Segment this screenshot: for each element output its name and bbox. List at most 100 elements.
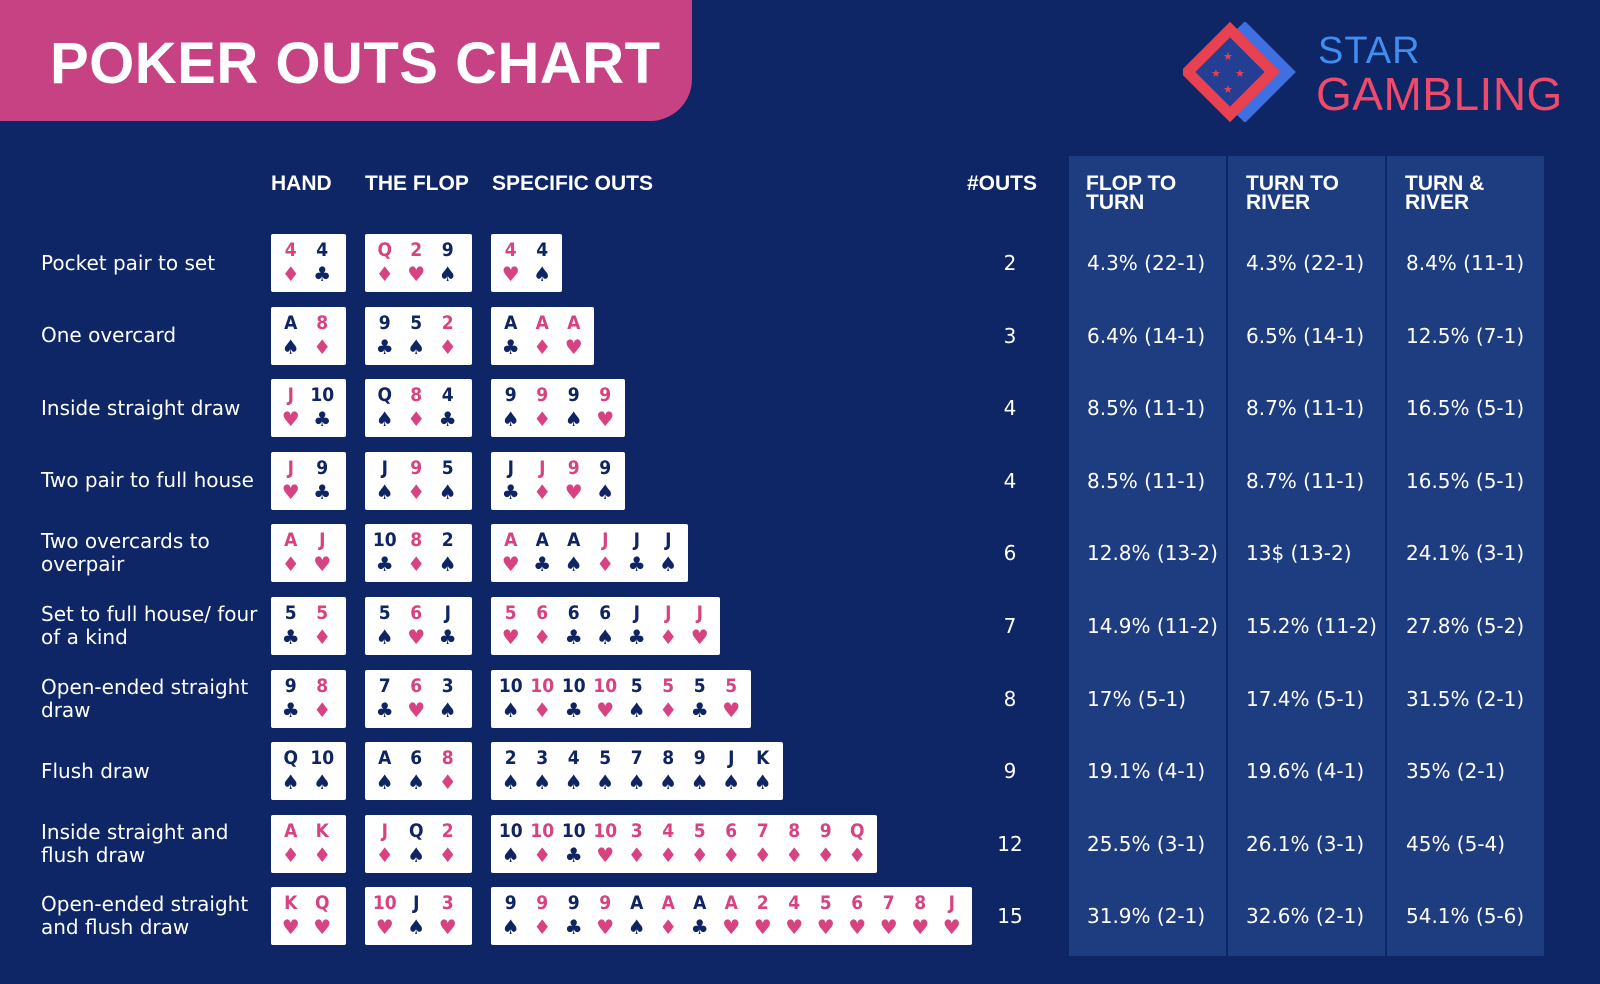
flop-to-turn-odds: 17% (5-1): [1087, 686, 1187, 711]
heart-icon: ♥: [281, 479, 300, 504]
turn-and-river-odds: 24.1% (3-1): [1406, 541, 1525, 566]
playing-card: 5 ♦: [684, 815, 716, 873]
playing-card: J ♠: [653, 524, 685, 582]
card-rank: 5: [662, 674, 675, 697]
playing-card: 6 ♦: [527, 597, 559, 655]
logo-text-gambling: GAMBLING: [1316, 68, 1563, 120]
playing-card: A ♣: [495, 307, 527, 365]
diamond-icon: ♦: [533, 697, 552, 722]
heart-icon: ♥: [596, 407, 615, 432]
spade-icon: ♠: [722, 770, 741, 795]
card-rank: 4: [536, 239, 549, 261]
spade-icon: ♠: [501, 407, 520, 432]
heart-icon: ♥: [816, 915, 835, 940]
card-rank: 10: [310, 747, 335, 770]
outs-cards: 10 ♠ 10 ♦ 10 ♣ 10 ♥ 5 ♠ 5 ♦ 5 ♣ 5 ♥: [491, 669, 751, 728]
card-rank: 4: [316, 239, 329, 261]
outs-count: 4: [1003, 468, 1017, 493]
hand-type-label: Flush draw: [41, 758, 150, 783]
spade-icon: ♠: [753, 770, 772, 795]
hand-cards: 5 ♣ 5 ♦: [271, 597, 346, 655]
table-row: Open-ended straight draw 9 ♣ 8 ♦ 7 ♣ 6 ♥ 3 ♠ 10 ♠ 10 ♦…: [0, 669, 1600, 729]
diamond-icon: ♦: [407, 479, 426, 504]
spade-icon: ♠: [596, 625, 615, 649]
card-rank: 6: [536, 602, 549, 624]
heart-icon: ♥: [911, 915, 930, 940]
card-rank: 9: [819, 819, 832, 842]
playing-card: J ♣: [621, 597, 653, 655]
hand-type-label: Set to full house/ four of a kind: [41, 602, 258, 649]
hand-cards: J ♥ 10 ♣: [271, 379, 346, 438]
card-rank: K: [315, 819, 329, 842]
card-rank: J: [696, 602, 703, 624]
card-rank: 9: [284, 674, 297, 697]
playing-card: 6 ♥: [842, 887, 874, 945]
heart-icon: ♥: [564, 334, 583, 359]
playing-card: 8 ♦: [307, 307, 339, 365]
card-rank: 5: [599, 747, 612, 770]
card-rank: 8: [662, 747, 675, 770]
turn-and-river-odds: 16.5% (5-1): [1406, 468, 1525, 493]
playing-card: A ♦: [275, 815, 307, 873]
card-rank: J: [665, 529, 672, 552]
card-rank: 10: [561, 674, 586, 697]
hand-cards: Q ♠ 10 ♠: [271, 742, 346, 801]
club-icon: ♣: [564, 625, 583, 649]
playing-card: 5 ♣: [684, 670, 716, 728]
spade-icon: ♠: [407, 770, 426, 795]
card-rank: J: [287, 384, 294, 407]
playing-card: 9 ♣: [275, 670, 307, 728]
hand-cards: 4 ♦ 4 ♣: [271, 234, 346, 292]
card-rank: 6: [725, 819, 738, 842]
flop-to-turn-odds: 14.9% (11-2): [1087, 614, 1218, 638]
heart-icon: ♥: [848, 915, 867, 940]
heart-icon: ♥: [501, 552, 520, 577]
outs-count: 7: [1003, 614, 1017, 638]
card-rank: 7: [630, 747, 643, 770]
card-rank: 9: [567, 456, 580, 479]
spade-icon: ♠: [659, 552, 678, 577]
playing-card: 2 ♠: [495, 742, 527, 800]
table-row: Inside straight draw J ♥ 10 ♣ Q ♠ 8 ♦ 4 ♣ 9 ♠ 9 ♦ 9 ♠ 9 ♥ 4…: [0, 378, 1600, 438]
diamond-icon: ♦: [659, 625, 678, 649]
club-icon: ♣: [438, 407, 457, 432]
column-shade-turn-to-river: [1228, 156, 1385, 956]
playing-card: 8 ♥: [905, 887, 937, 945]
table-row: Two overcards to overpair A ♦ J ♥ 10 ♣ 8 ♦ 2 ♠ A ♥ A ♣…: [0, 523, 1600, 583]
club-icon: ♣: [690, 697, 709, 722]
card-rank: Q: [849, 819, 865, 842]
table-row: Pocket pair to set 4 ♦ 4 ♣ Q ♦ 2 ♥ 9 ♠ 4 ♥ 4 ♠ 2 4.3% (2…: [0, 233, 1600, 293]
card-rank: 9: [504, 892, 517, 915]
playing-card: 9 ♦: [810, 815, 842, 873]
card-rank: 8: [410, 529, 423, 552]
playing-card: 8 ♦: [307, 670, 339, 728]
playing-card: 10 ♥: [590, 670, 622, 728]
playing-card: 10 ♣: [558, 670, 590, 728]
spade-icon: ♠: [438, 697, 457, 722]
playing-card: 9 ♥: [590, 887, 622, 945]
heart-icon: ♥: [501, 262, 520, 286]
playing-card: 8 ♦: [401, 524, 433, 582]
playing-card: K ♦: [307, 815, 339, 873]
playing-card: 6 ♥: [401, 670, 433, 728]
turn-to-river-odds: 13$ (13-2): [1246, 541, 1352, 566]
table-row: Two pair to full house J ♥ 9 ♣ J ♠ 9 ♦ 5 ♠ J ♣ J ♦ 9 ♥ 9 ♠…: [0, 451, 1600, 511]
playing-card: J ♥: [936, 887, 968, 945]
spade-icon: ♠: [281, 770, 300, 795]
turn-and-river-odds: 16.5% (5-1): [1406, 396, 1525, 421]
card-rank: 10: [593, 819, 618, 842]
diamond-icon: ♦: [313, 334, 332, 359]
card-rank: Q: [314, 892, 330, 915]
spade-icon: ♠: [438, 552, 457, 577]
playing-card: 3 ♠: [527, 742, 559, 800]
flop-cards: Q ♦ 2 ♥ 9 ♠: [365, 234, 472, 292]
diamond-icon: ♦: [533, 334, 552, 359]
playing-card: 5 ♠: [369, 597, 401, 655]
page-title: POKER OUTS CHART: [50, 31, 661, 96]
card-rank: K: [756, 747, 770, 770]
outs-cards: 9 ♠ 9 ♦ 9 ♠ 9 ♥: [491, 379, 625, 438]
card-rank: 9: [599, 456, 612, 479]
card-rank: 2: [441, 529, 454, 552]
playing-card: 10 ♦: [527, 670, 559, 728]
playing-card: A ♥: [716, 887, 748, 945]
